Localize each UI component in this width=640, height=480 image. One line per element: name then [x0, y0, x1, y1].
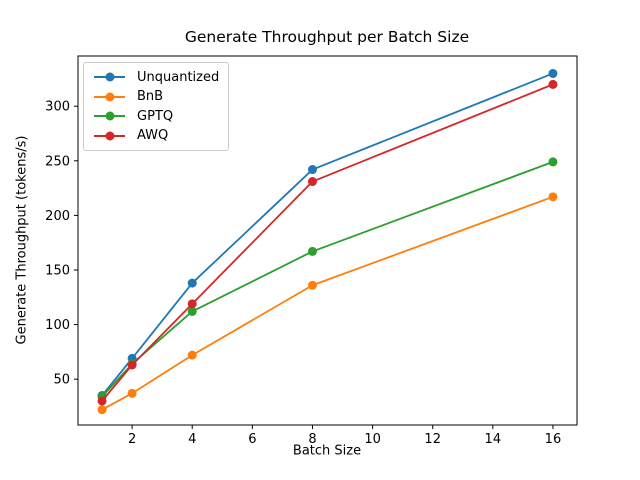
- series-line-bnb: [101, 195, 554, 411]
- x-tick-label: 6: [248, 432, 256, 447]
- data-point-unquantized: [548, 68, 558, 78]
- y-axis-label: Generate Throughput (tokens/s): [14, 135, 30, 345]
- data-point-gptq: [548, 157, 558, 167]
- y-tick-label: 200: [45, 209, 70, 224]
- legend-line-sample: [94, 92, 125, 102]
- data-point-awq: [548, 79, 558, 89]
- data-point-awq: [97, 396, 107, 406]
- legend-label: AWQ: [137, 128, 169, 144]
- x-tick-label: 12: [424, 432, 441, 447]
- legend-item-awq: AWQ: [94, 128, 218, 143]
- y-tick-label: 300: [45, 100, 70, 115]
- x-axis-label: Batch Size: [292, 443, 362, 459]
- legend-line-sample: [94, 111, 125, 121]
- data-point-bnb: [97, 405, 107, 415]
- data-point-gptq: [187, 306, 197, 316]
- legend-item-unquantized: Unquantized: [94, 69, 220, 85]
- data-point-bnb: [127, 388, 137, 398]
- data-point-awq: [187, 299, 197, 309]
- legend-item-bnb: BnB: [94, 89, 218, 104]
- x-tick-label: 16: [545, 432, 562, 447]
- data-point-bnb: [548, 192, 558, 202]
- x-tick-label: 4: [188, 432, 196, 447]
- legend-line-sample: [94, 131, 125, 141]
- data-point-awq: [307, 177, 317, 187]
- circle-marker-icon: [105, 131, 114, 141]
- legend-line-sample: [94, 72, 125, 82]
- chart-title: Generate Throughput per Batch Size: [184, 28, 470, 46]
- data-point-unquantized: [187, 278, 197, 288]
- y-tick-label: 250: [45, 154, 70, 169]
- data-point-unquantized: [307, 165, 317, 175]
- x-tick-label: 10: [364, 432, 381, 447]
- y-tick-label: 100: [45, 318, 70, 333]
- x-tick-label: 14: [485, 432, 502, 447]
- legend-label: BnB: [137, 89, 164, 105]
- data-point-awq: [127, 360, 137, 370]
- data-point-bnb: [187, 350, 197, 360]
- legend: Unquantized BnB GPTQ AWQ: [83, 62, 229, 151]
- data-point-bnb: [307, 280, 317, 290]
- circle-marker-icon: [105, 72, 114, 82]
- data-point-gptq: [307, 246, 317, 256]
- legend-label: GPTQ: [137, 108, 174, 124]
- legend-item-gptq: GPTQ: [94, 109, 218, 124]
- circle-marker-icon: [105, 92, 114, 102]
- y-tick-label: 150: [45, 263, 70, 278]
- x-tick-label: 2: [128, 432, 136, 447]
- y-tick-label: 50: [53, 373, 70, 388]
- x-tick-label: 8: [308, 432, 316, 447]
- circle-marker-icon: [105, 111, 114, 121]
- axes-spines: [77, 55, 578, 426]
- legend-label: Unquantized: [137, 69, 220, 85]
